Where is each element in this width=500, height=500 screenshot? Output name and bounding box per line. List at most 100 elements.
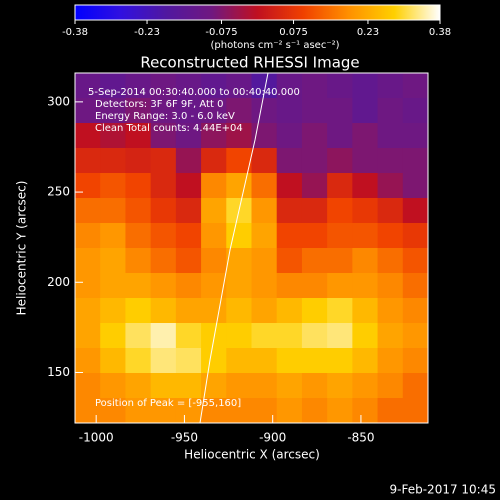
heat-cell [75, 173, 101, 199]
heat-cell [75, 248, 101, 274]
heat-cell [402, 73, 429, 99]
heat-cell [125, 373, 152, 399]
plot-frame [74, 72, 429, 424]
heat-cell [100, 248, 126, 274]
heat-cell [100, 373, 126, 399]
heat-cell [327, 73, 353, 99]
heat-cell [201, 398, 227, 424]
heat-cell [402, 373, 429, 399]
heat-cell [226, 98, 252, 124]
heat-cell [402, 198, 429, 224]
heat-cell [75, 223, 101, 249]
heat-cell [301, 323, 328, 349]
heat-cell [327, 198, 353, 224]
heat-cell [377, 348, 404, 374]
heat-cell [226, 273, 252, 299]
heat-cell [175, 323, 202, 349]
x-tick-label: -1000 [79, 431, 114, 445]
heat-cell [175, 98, 202, 124]
colorbar-tick-label: 0.075 [279, 27, 308, 38]
heat-cell [327, 373, 353, 399]
heat-cell [377, 198, 404, 224]
heat-cell [327, 248, 353, 274]
heat-cell [150, 73, 177, 99]
chart-title: Reconstructed RHESSI Image [140, 54, 359, 72]
heat-cell [150, 173, 177, 199]
heat-cell [175, 248, 202, 274]
heat-cell [327, 273, 353, 299]
heat-cell [276, 148, 303, 174]
heat-cell [125, 398, 152, 424]
heat-cell [301, 373, 328, 399]
heat-cell [301, 298, 328, 324]
heat-cell [251, 298, 278, 324]
heat-cell [301, 348, 328, 374]
heat-cell [276, 98, 303, 124]
heat-cell [226, 323, 252, 349]
heat-cell [301, 273, 328, 299]
heat-cell [402, 348, 429, 374]
heat-cell [125, 348, 152, 374]
heat-cell [352, 223, 379, 249]
heat-cell [276, 123, 303, 149]
y-tick-label: 200 [47, 275, 70, 289]
heat-cell [125, 298, 152, 324]
heat-cell [150, 148, 177, 174]
heat-cell [201, 348, 227, 374]
peak-label: Position of Peak = [-955,160] [95, 398, 241, 409]
y-tick-label: 150 [47, 365, 70, 379]
heat-cell [175, 298, 202, 324]
heat-cell [201, 198, 227, 224]
heat-cell [402, 298, 429, 324]
heat-cell [150, 198, 177, 224]
heat-cell [201, 173, 227, 199]
heat-cell [226, 123, 252, 149]
heat-cell [301, 173, 328, 199]
heat-cell [377, 223, 404, 249]
heat-cell [352, 173, 379, 199]
heat-cell [276, 198, 303, 224]
heat-cell [100, 273, 126, 299]
heat-cell [226, 248, 252, 274]
heat-cell [402, 223, 429, 249]
heat-cell [352, 148, 379, 174]
heat-cell [276, 323, 303, 349]
heat-cell [251, 148, 278, 174]
heat-cell [226, 298, 252, 324]
heat-cell [175, 223, 202, 249]
heat-cell [276, 398, 303, 424]
heat-cell [75, 73, 101, 99]
heat-cell [125, 148, 152, 174]
heat-cell [377, 398, 404, 424]
heat-cell [301, 398, 328, 424]
heat-cell [175, 73, 202, 99]
heat-cell [251, 273, 278, 299]
heat-cell [402, 98, 429, 124]
heat-cell [301, 123, 328, 149]
heat-cell [226, 173, 252, 199]
heat-cell [175, 148, 202, 174]
heat-cell [352, 348, 379, 374]
heat-cell [276, 348, 303, 374]
x-tick-label: -950 [171, 431, 198, 445]
heat-cell [75, 373, 101, 399]
heat-cell [352, 323, 379, 349]
heat-cell [125, 323, 152, 349]
heat-cell [175, 348, 202, 374]
heat-cell [251, 248, 278, 274]
colorbar-tick-label: 0.38 [429, 27, 451, 38]
heat-cell [75, 273, 101, 299]
heat-cell [201, 73, 227, 99]
heat-cell [150, 348, 177, 374]
heat-cell [327, 348, 353, 374]
heat-cell [226, 348, 252, 374]
heat-cell [377, 373, 404, 399]
heat-cell [150, 273, 177, 299]
heat-cell [100, 123, 126, 149]
heat-cell [251, 373, 278, 399]
heat-cell [175, 373, 202, 399]
heat-cell [402, 323, 429, 349]
heat-cell [100, 223, 126, 249]
heat-cell [175, 198, 202, 224]
